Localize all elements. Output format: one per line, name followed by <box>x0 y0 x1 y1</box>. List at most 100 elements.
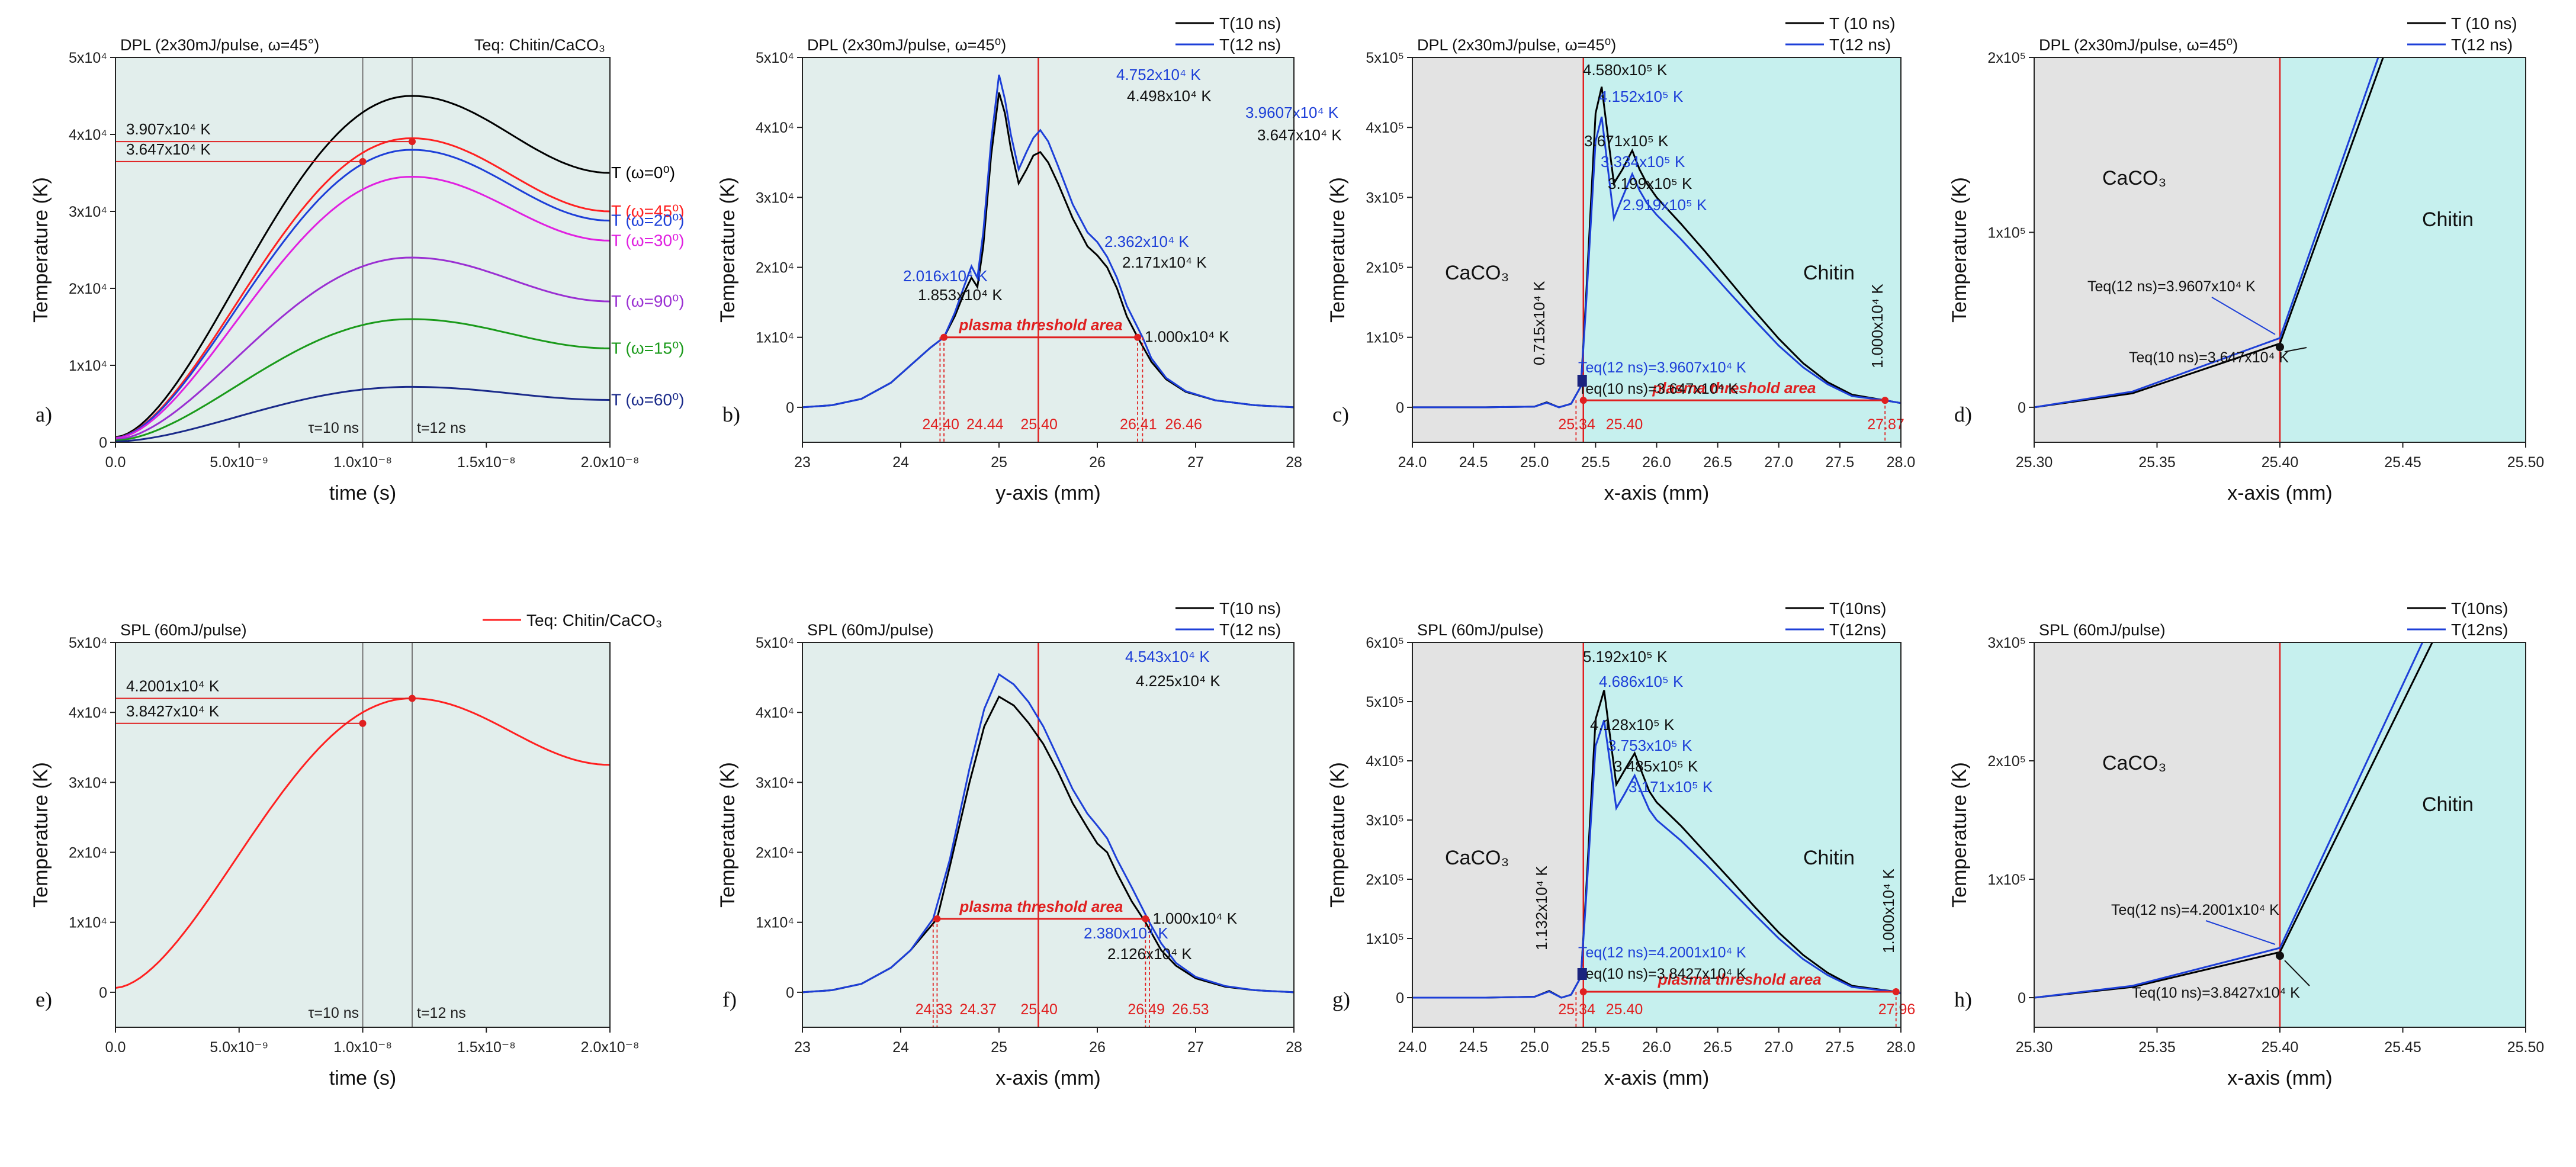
hline-point <box>409 138 416 146</box>
x-tick-label: 25 <box>991 1039 1007 1056</box>
y-tick-label: 4x10⁵ <box>1366 753 1404 770</box>
panel-d: CaCO₃ Chitin Teq(12 ns)=3.9607x10⁴ K Teq(10… <box>1948 14 2544 504</box>
threshold-label: plasma threshold area <box>959 898 1123 915</box>
panel-letter: f) <box>722 988 737 1011</box>
legend-label: T(12 ns) <box>2451 36 2513 54</box>
x-tick-label: 25.35 <box>2138 454 2176 471</box>
panel-letter: c) <box>1332 403 1349 426</box>
teq-label: Teq(12 ns)=4.2001x10⁴ K <box>1578 944 1746 961</box>
y-tick-label: 0 <box>1396 990 1404 1007</box>
x-tick-label: 26.5 <box>1703 454 1732 471</box>
x-tick-label: 27.5 <box>1826 454 1855 471</box>
plot-bg <box>802 57 1294 442</box>
peak-annotation: 2.919x10⁵ K <box>1623 196 1707 214</box>
teq-arrow <box>2211 297 2276 335</box>
peak-annotation: 3.485x10⁵ K <box>1614 757 1698 775</box>
x-tick-label: 25.40 <box>2262 454 2299 471</box>
x-axis-title: x-axis (mm) <box>1604 482 1710 504</box>
legend-label: T(12ns) <box>2451 621 2508 639</box>
x-tick-label: 25.45 <box>2384 1039 2421 1056</box>
y-axis-title: Temperature (K) <box>717 762 739 908</box>
peak-annotation: 2.362x10⁴ K <box>1104 233 1189 250</box>
region-right-label: Chitin <box>1803 262 1855 284</box>
x-marker-label: 26.49 <box>1128 1001 1165 1018</box>
y-tick-label: 2x10⁴ <box>756 260 794 277</box>
series-line-1 <box>802 673 1294 994</box>
x-axis-title: x-axis (mm) <box>1604 1067 1710 1089</box>
x-axis-title: time (s) <box>329 482 396 504</box>
x-tick-label: 2.0x10⁻⁸ <box>581 454 640 471</box>
vertical-value-label: 0.715x10⁴ K <box>1530 281 1548 365</box>
series-line-1 <box>1412 116 1901 409</box>
region-left-bg <box>2034 642 2280 1027</box>
y-tick-label: 0 <box>99 985 107 1001</box>
x-tick-label: 28 <box>1286 454 1302 471</box>
x-tick-label: 25.30 <box>2016 454 2053 471</box>
series-line-0 <box>802 695 1294 994</box>
x-axis-title: x-axis (mm) <box>995 1067 1101 1089</box>
panel-c: CaCO₃ Chitin plasma threshold area 25.34 25.… <box>1326 14 1915 504</box>
x-tick-label: 0.0 <box>105 1039 126 1056</box>
x-marker-label: 25.40 <box>1020 416 1058 433</box>
peak-annotation: 5.192x10⁵ K <box>1583 648 1668 666</box>
y-tick-label: 0 <box>786 985 794 1001</box>
x-tick-label: 28.0 <box>1887 454 1916 471</box>
panel-b: plasma threshold area 1.000x10⁴ K 24.40 24.… <box>717 14 1342 504</box>
y-tick-label: 2x10⁴ <box>69 845 107 861</box>
y-axis-title: Temperature (K) <box>1326 762 1349 908</box>
x-tick-label: 25.5 <box>1581 1039 1610 1056</box>
legend-label: T(12 ns) <box>1219 621 1281 639</box>
x-tick-label: 26.0 <box>1642 454 1671 471</box>
panel-f: plasma threshold area 1.000x10⁴ K 24.33 24.… <box>717 599 1302 1089</box>
panel-title: DPL (2x30mJ/pulse, ω=45⁰) <box>1417 36 1616 54</box>
hline-point <box>359 719 367 727</box>
legend-label: T (10 ns) <box>1829 14 1896 33</box>
x-marker-label: 26.53 <box>1172 1001 1209 1018</box>
x-axis-title: x-axis (mm) <box>2227 482 2333 504</box>
x-marker-label: 25.34 <box>1558 416 1595 433</box>
plot-bg <box>802 642 1294 1027</box>
y-tick-label: 2x10⁵ <box>1366 260 1404 277</box>
x-tick-label: 25.50 <box>2507 1039 2545 1056</box>
series-line-5 <box>115 318 610 442</box>
x-tick-label: 27.0 <box>1764 454 1793 471</box>
x-tick-label: 1.5x10⁻⁸ <box>457 454 516 471</box>
series-line-1 <box>1412 719 1901 999</box>
series-label: T (ω=45⁰) <box>611 202 685 220</box>
peak-annotation: 4.152x10⁵ K <box>1599 88 1684 105</box>
panel-title: SPL (60mJ/pulse) <box>120 621 247 639</box>
x-axis-title: x-axis (mm) <box>2227 1067 2333 1089</box>
y-tick-label: 1x10⁴ <box>756 330 794 346</box>
legend-label: Teq: Chitin/CaCO₃ <box>526 611 662 629</box>
teq-arrow <box>2284 960 2310 986</box>
x-marker-label: 24.33 <box>916 1001 953 1018</box>
y-tick-label: 2x10⁴ <box>69 281 107 297</box>
x-tick-label: 24 <box>892 454 909 471</box>
y-tick-label: 2x10⁵ <box>1366 872 1404 888</box>
peak-annotation: 1.853x10⁴ K <box>918 286 1003 304</box>
x-tick-label: 28.0 <box>1887 1039 1916 1056</box>
y-tick-label: 0 <box>99 435 107 451</box>
x-marker-label: 24.37 <box>959 1001 997 1018</box>
region-right-bg <box>1583 642 1901 1027</box>
region-right-bg <box>2280 642 2526 1027</box>
x-tick-label: 27 <box>1187 454 1204 471</box>
panel-title: SPL (60mJ/pulse) <box>1417 621 1544 639</box>
y-tick-label: 1x10⁴ <box>69 358 107 374</box>
series-label: T (ω=60⁰) <box>611 391 685 409</box>
panel-e: τ=10 ns t=12 ns 4.2001x10⁴ K 3.8427x10⁴ K 0 1… <box>30 611 662 1089</box>
hline-label: 3.647x10⁴ K <box>126 140 211 158</box>
threshold-value: 1.000x10⁴ K <box>1145 328 1229 346</box>
peak-annotation: 2.126x10⁴ K <box>1107 945 1192 963</box>
plot-frame <box>802 642 1295 1028</box>
peak-annotation: 2.171x10⁴ K <box>1122 253 1207 271</box>
y-tick-label: 5x10⁴ <box>69 50 107 66</box>
x-marker-label: 26.46 <box>1165 416 1202 433</box>
x-tick-label: 24.5 <box>1459 1039 1488 1056</box>
series-line-4 <box>115 256 610 441</box>
x-marker-label: 24.44 <box>966 416 1004 433</box>
x-tick-label: 26 <box>1089 454 1106 471</box>
legend-label: T(12 ns) <box>1829 36 1891 54</box>
x-tick-label: 24 <box>892 1039 909 1056</box>
region-right-label: Chitin <box>2422 793 2474 816</box>
